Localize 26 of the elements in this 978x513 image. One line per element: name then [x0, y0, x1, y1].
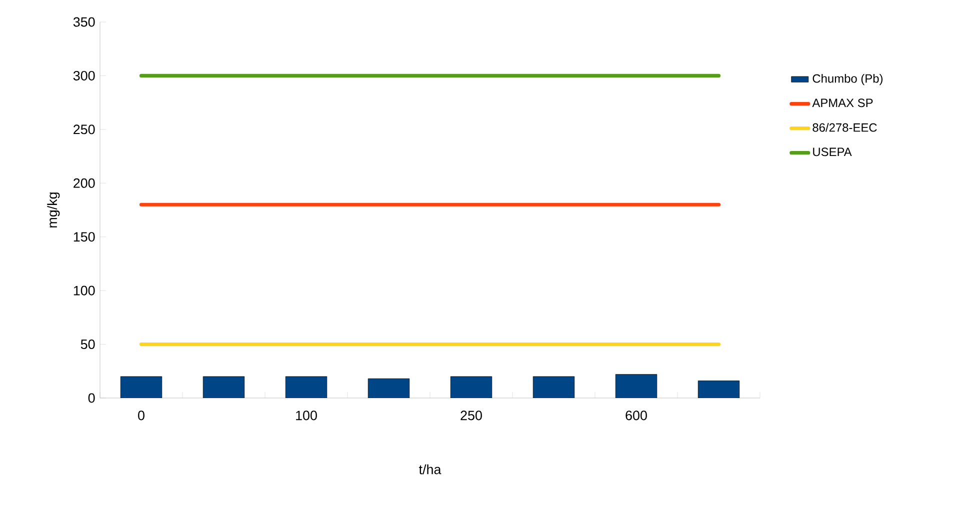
- bar: [285, 376, 328, 398]
- bar: [368, 378, 410, 398]
- legend-label: USEPA: [813, 148, 852, 156]
- x-tick-label: 250: [460, 410, 482, 420]
- y-tick-label: 300: [73, 70, 95, 80]
- y-tick-label: 100: [74, 286, 95, 296]
- x-tick-label: 600: [626, 410, 647, 420]
- y-tick-label: 350: [73, 17, 95, 27]
- x-axis-title: t/ha: [418, 464, 442, 474]
- bar: [450, 376, 492, 398]
- y-tick-label: 0: [88, 393, 95, 403]
- bar: [615, 374, 658, 398]
- x-tick-label: 0: [138, 410, 144, 420]
- bar: [532, 376, 575, 398]
- bar: [202, 376, 245, 398]
- y-tick-label: 150: [74, 232, 95, 242]
- y-tick-label: 250: [74, 124, 95, 134]
- bar: [698, 380, 740, 398]
- y-tick-label: 50: [80, 340, 95, 350]
- bar: [120, 376, 162, 398]
- y-axis-title: mg/kg: [47, 192, 60, 228]
- x-tick-label: 100: [296, 410, 317, 420]
- legend-label: 86/278-EEC: [812, 123, 877, 132]
- y-tick-label: 200: [74, 178, 95, 188]
- legend-label: Chumbo (Pb): [812, 74, 883, 86]
- legend-label: APMAX SP: [812, 98, 873, 108]
